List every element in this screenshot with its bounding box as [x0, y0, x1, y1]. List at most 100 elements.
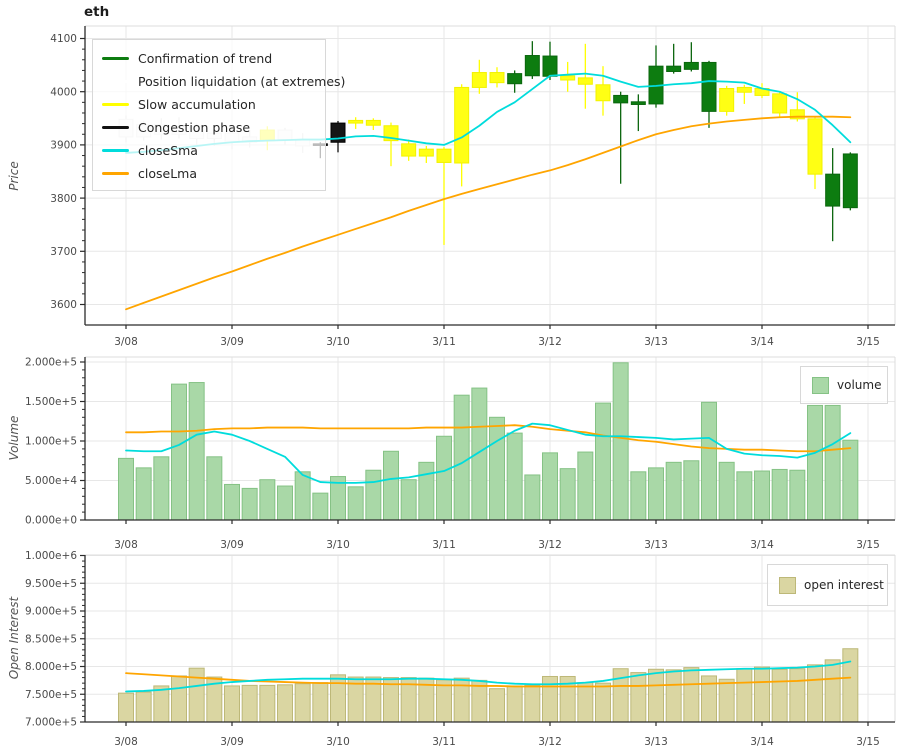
volume-bar [595, 402, 611, 521]
candle-body-G [630, 101, 646, 105]
candle-body-G [666, 65, 682, 72]
volume-bar [418, 461, 435, 521]
x-tick-label: 3/10 [326, 736, 350, 748]
volume-legend: volume [800, 366, 888, 404]
x-tick-label: 3/13 [644, 736, 668, 748]
volume-bar [736, 471, 753, 521]
volume-bar [206, 456, 223, 521]
volume-bar [453, 394, 470, 521]
open-interest-bar [683, 667, 700, 723]
volume-bar [771, 468, 788, 521]
legend-item-closesma: closeSma [93, 140, 325, 162]
volume-bar [118, 457, 134, 521]
volume-bar [630, 471, 647, 521]
volume-bar [347, 486, 364, 521]
candle-body-Y [401, 143, 417, 157]
y-tick-label: 3600 [50, 299, 77, 311]
volume-bar [365, 469, 382, 521]
x-tick-label: 3/09 [220, 539, 244, 551]
open-interest-bar [824, 659, 841, 723]
volume-bar [648, 467, 664, 521]
candle-body-Y [365, 119, 381, 126]
x-tick-label: 3/12 [538, 336, 562, 348]
legend-item-confirmation: Confirmation of trend [93, 47, 325, 69]
x-tick-label: 3/11 [432, 539, 456, 551]
volume-bar [294, 471, 311, 521]
cyan-line-swatch [102, 149, 129, 153]
open-interest-legend-label: open interest [804, 578, 884, 592]
volume-bar [612, 362, 629, 521]
legend-item-congestion: Congestion phase [93, 117, 325, 139]
white-line-swatch [102, 79, 129, 83]
open-interest-axis-label: Open Interest [7, 596, 21, 680]
open-interest-bar [224, 685, 240, 723]
candle-body-Y [577, 77, 593, 85]
x-tick-label: 3/11 [432, 336, 456, 348]
yellow-line-swatch [102, 102, 129, 106]
volume-bar [400, 479, 417, 521]
legend-label: Congestion phase [138, 120, 251, 136]
open-interest-bar [489, 688, 505, 723]
y-tick-label: 1.500e+5 [25, 396, 77, 408]
y-tick-label: 7.000e+5 [25, 717, 77, 729]
open-interest-bar [736, 668, 753, 723]
volume-bar [718, 461, 735, 521]
open-interest-bar [754, 666, 770, 723]
volume-bar [506, 432, 523, 521]
y-tick-label: 9.000e+5 [25, 606, 77, 618]
legend-label: Slow accumulation [138, 96, 256, 112]
volume-axis-label: Volume [7, 415, 21, 461]
open-interest-bar [595, 682, 611, 723]
volume-bar [524, 474, 541, 521]
open-interest-bar [842, 648, 859, 723]
volume-bar [241, 487, 258, 521]
legend-item-accumulation: Slow accumulation [93, 93, 325, 115]
candle-body-G [524, 55, 540, 77]
open-interest-legend: open interest [767, 564, 888, 606]
open-interest-bar [188, 667, 205, 723]
y-tick-label: 4100 [50, 33, 77, 45]
x-tick-label: 3/14 [750, 736, 774, 748]
x-tick-label: 3/08 [114, 336, 138, 348]
open-interest-bar [577, 682, 594, 723]
volume-bar [789, 469, 806, 521]
x-tick-label: 3/15 [856, 539, 880, 551]
legend-item-closelma: closeLma [93, 163, 325, 185]
x-tick-label: 3/09 [220, 736, 244, 748]
price-panel: 4100 4000 3900 3800 3700 3600 3/08 3/09 3/10 3/11… [50, 25, 896, 348]
volume-bar [842, 439, 859, 521]
orange-line-swatch [102, 172, 129, 176]
volume-bar [312, 492, 329, 521]
x-tick-label: 3/12 [538, 539, 562, 551]
open-interest-bar [630, 672, 647, 723]
legend-label: closeSma [138, 143, 198, 159]
volume-bar [665, 461, 682, 521]
x-tick-label: 3/10 [326, 539, 350, 551]
y-tick-label: 3900 [50, 140, 77, 152]
open-interest-bar [506, 685, 523, 723]
bars-group [118, 362, 859, 521]
volume-bar [153, 456, 170, 521]
open-interest-bar [789, 668, 806, 723]
legend-label: Position liquidation (at extremes) [138, 73, 346, 89]
candle-body-Y [454, 86, 470, 164]
open-interest-bar [312, 682, 329, 723]
candle-body-Y [418, 148, 434, 157]
x-tick-label: 3/11 [432, 736, 456, 748]
volume-bar [383, 450, 399, 521]
candle-body-Y [595, 84, 611, 102]
volume-bar [471, 387, 488, 521]
chart-title: eth [84, 4, 110, 20]
x-tick-label: 3/13 [644, 336, 668, 348]
volume-bar [224, 483, 240, 521]
x-tick-label: 3/08 [114, 736, 138, 748]
x-tick-label: 3/09 [220, 336, 244, 348]
candle-body-Y [789, 109, 805, 120]
open-interest-bar [771, 668, 788, 723]
volume-bar [436, 435, 452, 521]
volume-panel: 2.000e+5 1.500e+5 1.000e+5 5.000e+4 0.000e+0… [25, 356, 896, 551]
open-interest-bar [718, 678, 735, 723]
black-line-swatch [102, 126, 129, 130]
candle-body-G [842, 153, 858, 209]
open-interest-bar [171, 675, 187, 723]
